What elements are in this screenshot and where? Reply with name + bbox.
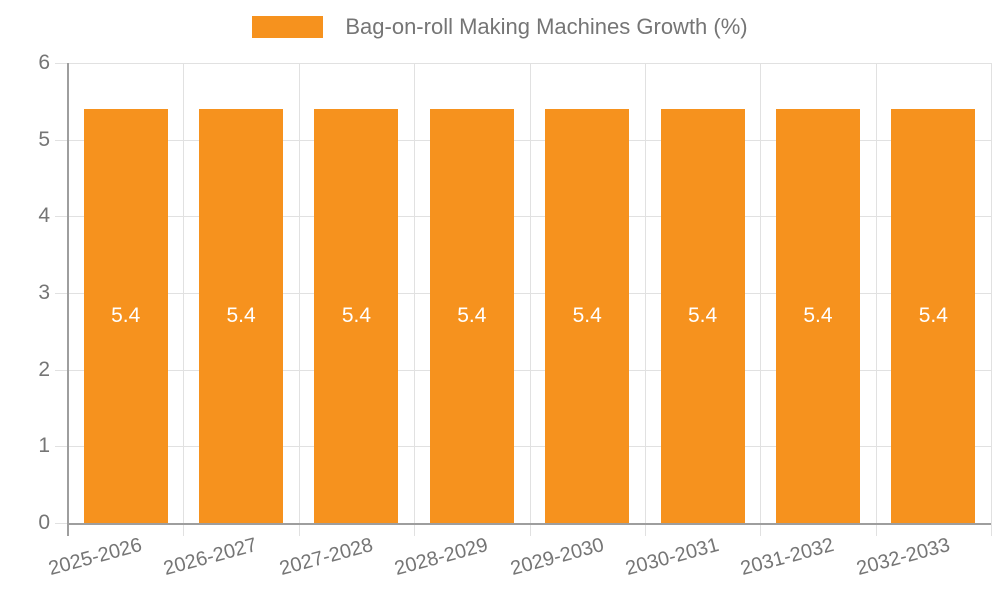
- y-axis-label: 5: [38, 127, 50, 151]
- bar-value-label: 5.4: [918, 304, 948, 327]
- y-tick: [55, 63, 68, 64]
- v-gridline: [644, 63, 646, 523]
- x-tick: [298, 523, 300, 536]
- y-tick: [55, 216, 68, 218]
- x-axis-label: 2030-2031: [623, 534, 722, 581]
- x-axis-line: [67, 523, 991, 525]
- y-axis-label: 4: [38, 204, 50, 228]
- bar-value-label: 5.4: [457, 304, 487, 327]
- x-axis-label: 2025-2026: [46, 534, 145, 581]
- x-axis-label: 2028-2029: [392, 534, 491, 581]
- bar[interactable]: 5.4: [545, 109, 630, 523]
- v-gridline: [298, 63, 300, 523]
- legend-label: Bag-on-roll Making Machines Growth (%): [345, 14, 748, 39]
- bar[interactable]: 5.4: [199, 109, 284, 523]
- v-gridline: [760, 63, 762, 523]
- y-axis-label: 1: [38, 434, 50, 458]
- y-axis-label: 6: [38, 51, 50, 74]
- y-tick: [55, 523, 68, 524]
- x-tick: [183, 523, 185, 536]
- y-tick: [55, 446, 68, 448]
- x-axis-label: 2027-2028: [277, 534, 376, 581]
- x-axis-label: 2032-2033: [853, 534, 953, 581]
- v-gridline: [183, 63, 185, 523]
- x-axis-label: 2029-2030: [507, 534, 606, 581]
- v-gridline: [991, 63, 992, 523]
- x-tick: [875, 523, 877, 536]
- bar-value-label: 5.4: [687, 304, 718, 327]
- x-tick: [529, 523, 531, 536]
- bar-value-label: 5.4: [341, 304, 372, 327]
- bar[interactable]: 5.4: [314, 109, 399, 523]
- y-axis-label: 0: [38, 511, 50, 534]
- bar[interactable]: 5.4: [775, 109, 860, 523]
- x-tick: [414, 523, 416, 536]
- y-tick: [55, 369, 68, 371]
- bar-value-label: 5.4: [572, 304, 602, 327]
- y-tick: [55, 293, 68, 294]
- y-axis-label: 2: [38, 357, 50, 381]
- x-tick: [760, 523, 762, 536]
- bar-value-label: 5.4: [226, 304, 256, 327]
- bar[interactable]: 5.4: [891, 109, 976, 523]
- bar[interactable]: 5.4: [83, 109, 168, 523]
- y-tick: [55, 139, 68, 141]
- y-axis-label: 3: [38, 281, 50, 304]
- v-gridline: [529, 63, 531, 523]
- x-tick: [991, 523, 992, 536]
- chart-legend[interactable]: Bag-on-roll Making Machines Growth (%): [0, 14, 1000, 40]
- x-axis-label: 2031-2032: [738, 534, 837, 581]
- bar-value-label: 5.4: [803, 304, 833, 327]
- bar-value-label: 5.4: [111, 304, 141, 327]
- legend-swatch[interactable]: [252, 16, 324, 38]
- bar[interactable]: 5.4: [429, 109, 514, 523]
- v-gridline: [414, 63, 416, 523]
- x-tick: [644, 523, 646, 536]
- y-axis-line: [67, 63, 69, 536]
- bar[interactable]: 5.4: [660, 109, 745, 523]
- x-axis-label: 2026-2027: [161, 534, 260, 581]
- v-gridline: [875, 63, 877, 523]
